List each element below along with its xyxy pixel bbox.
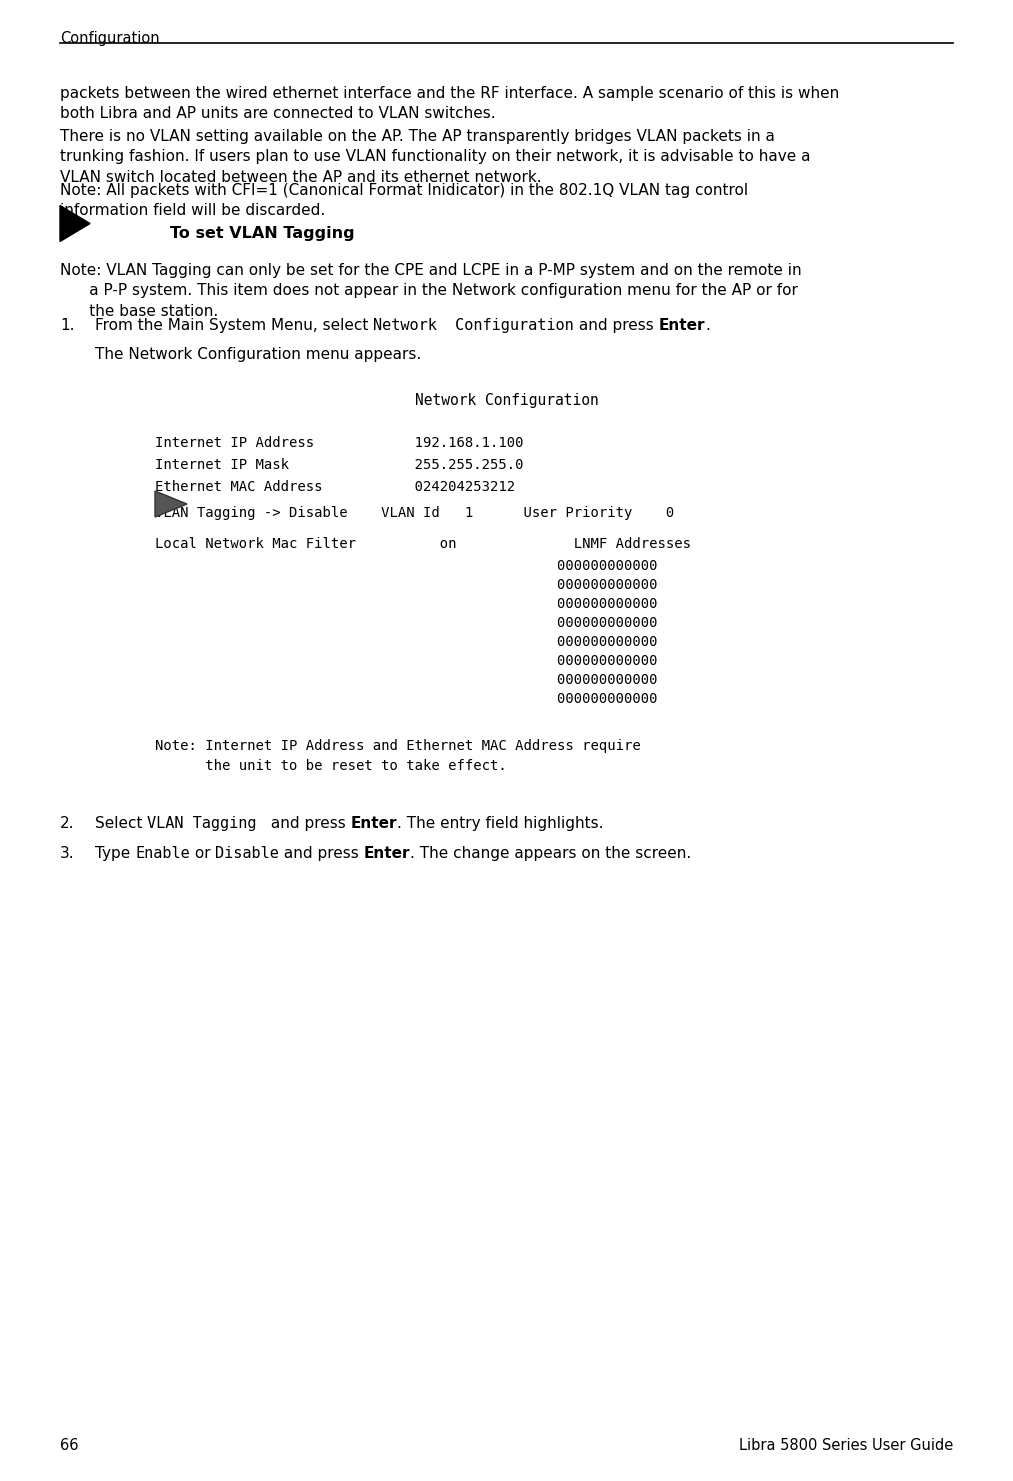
- Text: 3.: 3.: [60, 846, 75, 860]
- Text: or: or: [189, 846, 216, 860]
- Polygon shape: [60, 206, 90, 241]
- Text: Type: Type: [95, 846, 135, 860]
- Text: Configuration: Configuration: [60, 31, 160, 46]
- Text: 1.: 1.: [60, 318, 75, 333]
- Text: VLAN Tagging: VLAN Tagging: [147, 816, 266, 831]
- Text: Local Network Mac Filter          on              LNMF Addresses: Local Network Mac Filter on LNMF Address…: [155, 538, 691, 551]
- Text: Ethernet MAC Address           024204253212: Ethernet MAC Address 024204253212: [155, 480, 516, 495]
- Text: Network Configuration: Network Configuration: [414, 392, 599, 407]
- Text: Note: All packets with CFI=1 (Canonical Format Inidicator) in the 802.1Q VLAN ta: Note: All packets with CFI=1 (Canonical …: [60, 184, 749, 218]
- Text: Network  Configuration: Network Configuration: [373, 318, 574, 333]
- Text: and press: and press: [266, 816, 350, 831]
- Text: Enable: Enable: [135, 846, 189, 860]
- Text: Enter: Enter: [364, 846, 410, 860]
- Text: 000000000000: 000000000000: [155, 558, 657, 573]
- Text: Internet IP Address            192.168.1.100: Internet IP Address 192.168.1.100: [155, 435, 524, 450]
- Text: packets between the wired ethernet interface and the RF interface. A sample scen: packets between the wired ethernet inter…: [60, 86, 839, 121]
- Text: 000000000000: 000000000000: [155, 672, 657, 687]
- Text: 000000000000: 000000000000: [155, 635, 657, 649]
- Text: .: .: [705, 318, 710, 333]
- Text: Enter: Enter: [350, 816, 397, 831]
- Text: Select: Select: [95, 816, 147, 831]
- Polygon shape: [155, 492, 187, 517]
- Text: 000000000000: 000000000000: [155, 692, 657, 706]
- Text: To set VLAN Tagging: To set VLAN Tagging: [170, 227, 355, 241]
- Text: VLAN Tagging -> Disable    VLAN Id   1      User Priority    0: VLAN Tagging -> Disable VLAN Id 1 User P…: [155, 507, 675, 520]
- Text: Note: VLAN Tagging can only be set for the CPE and LCPE in a P-MP system and on : Note: VLAN Tagging can only be set for t…: [60, 264, 801, 318]
- Text: Note: Internet IP Address and Ethernet MAC Address require: Note: Internet IP Address and Ethernet M…: [155, 739, 641, 752]
- Text: The Network Configuration menu appears.: The Network Configuration menu appears.: [95, 347, 421, 361]
- Text: Libra 5800 Series User Guide: Libra 5800 Series User Guide: [738, 1438, 953, 1453]
- Text: Disable: Disable: [216, 846, 280, 860]
- Text: From the Main System Menu, select: From the Main System Menu, select: [95, 318, 373, 333]
- Text: 000000000000: 000000000000: [155, 655, 657, 668]
- Text: 2.: 2.: [60, 816, 75, 831]
- Text: Internet IP Mask               255.255.255.0: Internet IP Mask 255.255.255.0: [155, 458, 524, 472]
- Text: There is no VLAN setting available on the AP. The AP transparently bridges VLAN : There is no VLAN setting available on th…: [60, 129, 810, 185]
- Text: 000000000000: 000000000000: [155, 616, 657, 629]
- Text: 66: 66: [60, 1438, 78, 1453]
- Text: . The change appears on the screen.: . The change appears on the screen.: [410, 846, 692, 860]
- Text: . The entry field highlights.: . The entry field highlights.: [397, 816, 604, 831]
- Text: the unit to be reset to take effect.: the unit to be reset to take effect.: [155, 758, 506, 773]
- Text: 000000000000: 000000000000: [155, 597, 657, 612]
- Text: and press: and press: [280, 846, 364, 860]
- Text: Enter: Enter: [658, 318, 705, 333]
- Text: and press: and press: [574, 318, 658, 333]
- Text: 000000000000: 000000000000: [155, 578, 657, 592]
